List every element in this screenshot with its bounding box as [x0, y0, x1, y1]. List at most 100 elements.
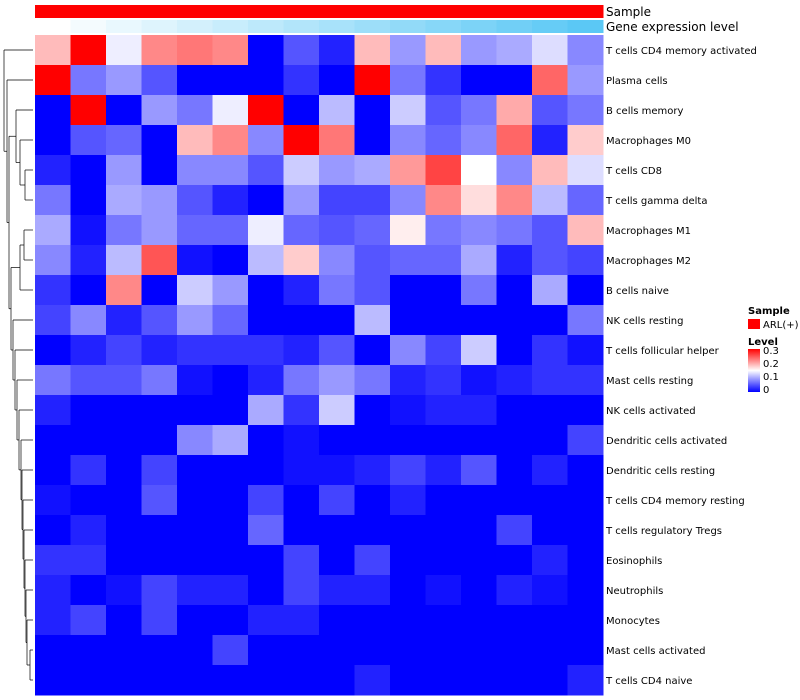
heatmap-cell — [248, 335, 284, 366]
heatmap-cell — [283, 185, 320, 216]
heatmap-cell — [461, 155, 497, 186]
heatmap-cell — [70, 95, 107, 126]
heatmap-cell — [390, 155, 426, 186]
heatmap-cell — [532, 425, 568, 456]
heatmap-cell — [283, 455, 320, 486]
heatmap-cell — [319, 245, 355, 276]
heatmap-cell — [70, 185, 107, 216]
sample-annotation-cell — [106, 5, 142, 18]
heatmap-cell — [567, 365, 604, 396]
sample-annotation-cell — [70, 5, 107, 18]
heatmap-cell — [248, 245, 284, 276]
heatmap-cell — [248, 425, 284, 456]
heatmap-cell — [70, 575, 107, 606]
sample-annotation-cell — [319, 5, 355, 18]
heatmap-cell — [212, 215, 249, 246]
heatmap-cell — [141, 395, 178, 426]
row-label: T cells regulatory Tregs — [605, 526, 722, 537]
heatmap-cell — [319, 545, 355, 576]
heatmap-cell — [461, 545, 497, 576]
sample-annotation-cell — [248, 5, 284, 18]
heatmap-cell — [106, 485, 142, 516]
heatmap-cell — [319, 305, 355, 336]
heatmap-cell — [496, 275, 533, 306]
heatmap-cell — [496, 95, 533, 126]
heatmap-cell — [177, 275, 213, 306]
heatmap-cell — [496, 605, 533, 636]
heatmap-cell — [35, 245, 71, 276]
row-label: Plasma cells — [606, 76, 668, 87]
heatmap-cell — [567, 575, 604, 606]
heatmap-cell — [283, 65, 320, 96]
heatmap-cell — [283, 95, 320, 126]
heatmap-cell — [106, 125, 142, 156]
heatmap-cell — [283, 125, 320, 156]
heatmap-cell — [496, 215, 533, 246]
heatmap-cell — [106, 665, 142, 696]
heatmap-cell — [141, 515, 178, 546]
heatmap-cell — [248, 155, 284, 186]
heatmap-cell — [567, 545, 604, 576]
heatmap-cell — [461, 455, 497, 486]
heatmap-cell — [283, 425, 320, 456]
heatmap-cell — [461, 575, 497, 606]
heatmap-cell — [35, 575, 71, 606]
heatmap-cell — [141, 185, 178, 216]
heatmap-cell — [461, 185, 497, 216]
heatmap-cell — [106, 635, 142, 666]
heatmap-cell — [212, 545, 249, 576]
row-dendrogram — [3, 49, 33, 681]
heatmap-cell — [390, 545, 426, 576]
heatmap-cell — [106, 305, 142, 336]
heatmap-cell — [248, 35, 284, 66]
heatmap-cell — [532, 605, 568, 636]
heatmap-cell — [212, 635, 249, 666]
heatmap-cell — [425, 485, 462, 516]
heatmap-cell — [319, 425, 355, 456]
heatmap-cell — [567, 35, 604, 66]
heatmap-cell — [496, 515, 533, 546]
heatmap-cell — [141, 95, 178, 126]
heatmap-cell — [141, 575, 178, 606]
heatmap-cell — [461, 125, 497, 156]
heatmap-cell — [212, 485, 249, 516]
heatmap-cell — [425, 425, 462, 456]
heatmap-cell — [141, 155, 178, 186]
heatmap-cell — [283, 515, 320, 546]
heatmap-cell — [567, 305, 604, 336]
heatmap-cell — [248, 635, 284, 666]
heatmap-cell — [390, 515, 426, 546]
heatmap-cell — [319, 125, 355, 156]
heatmap-cell — [319, 575, 355, 606]
heatmap-cell — [35, 185, 71, 216]
heatmap-cell — [354, 35, 391, 66]
heatmap-cell — [532, 95, 568, 126]
heatmap-cell — [390, 215, 426, 246]
heatmap-cell — [496, 35, 533, 66]
row-label: NK cells activated — [606, 406, 696, 417]
gene-expression-annotation-cell — [461, 20, 497, 33]
heatmap-cell — [177, 215, 213, 246]
heatmap-cell — [354, 275, 391, 306]
row-label: NK cells resting — [606, 316, 683, 327]
row-label: Mast cells activated — [606, 646, 705, 657]
heatmap-cell — [35, 215, 71, 246]
heatmap-cell — [354, 515, 391, 546]
heatmap-cell — [70, 485, 107, 516]
heatmap-cell — [567, 665, 604, 696]
heatmap-cell — [212, 65, 249, 96]
sample-annotation-cell — [283, 5, 320, 18]
heatmap-cell — [461, 275, 497, 306]
sample-annotation-cell — [177, 5, 213, 18]
heatmap-cell — [35, 125, 71, 156]
sample-annotation-cell — [141, 5, 178, 18]
heatmap-cell — [248, 515, 284, 546]
heatmap-cell — [461, 365, 497, 396]
row-labels: T cells CD4 memory activated Plasma cells… — [605, 46, 757, 687]
heatmap-cell — [283, 35, 320, 66]
row-label: Macrophages M0 — [606, 136, 691, 147]
heatmap-cell — [283, 245, 320, 276]
heatmap-cell — [177, 545, 213, 576]
heatmap-cell — [248, 455, 284, 486]
